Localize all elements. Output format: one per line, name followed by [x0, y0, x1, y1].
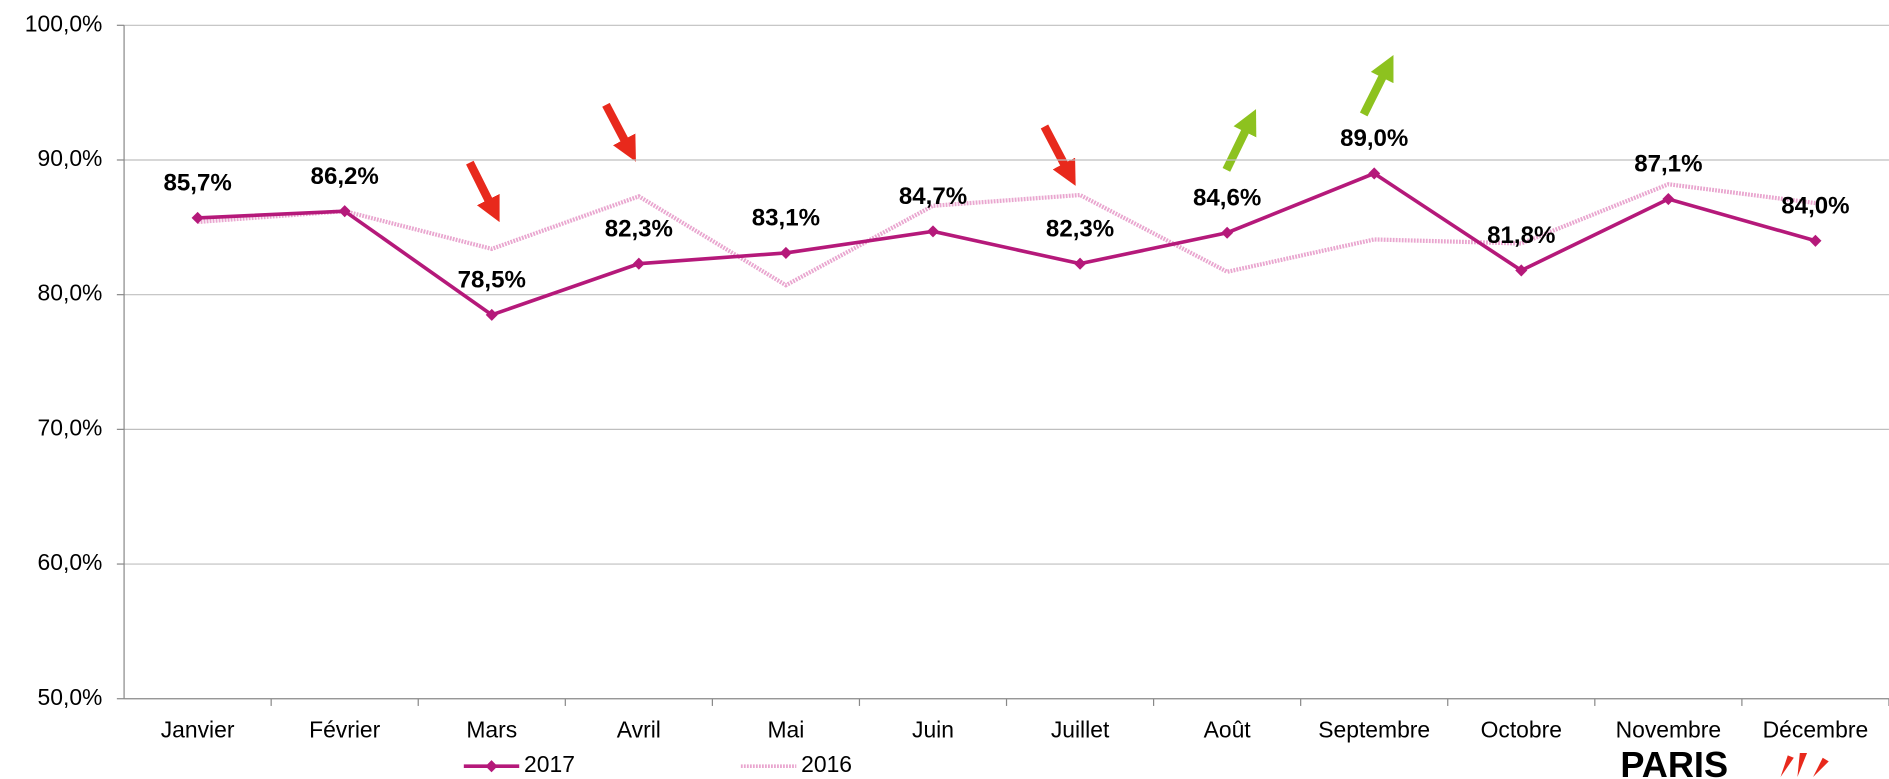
arrows — [466, 54, 1394, 223]
legend-label: 2016 — [801, 751, 852, 777]
data-label: 78,5% — [458, 267, 526, 294]
y-tick-label: 70,0% — [38, 414, 103, 440]
y-tick-label: 50,0% — [38, 684, 103, 710]
x-tick-label: Juin — [912, 716, 954, 742]
data-label: 89,0% — [1340, 125, 1408, 152]
point — [1515, 264, 1528, 277]
data-label: 82,3% — [605, 215, 673, 242]
legend-label: 2017 — [524, 751, 575, 777]
data-label: 84,6% — [1193, 184, 1261, 211]
data-label: 86,2% — [311, 163, 379, 190]
x-tick-label: Mars — [466, 716, 517, 742]
logo: PARIS — [1620, 744, 1728, 779]
point — [1809, 234, 1822, 247]
point — [191, 211, 204, 224]
point — [926, 225, 940, 238]
data-label: 81,8% — [1487, 222, 1555, 249]
legend-marker — [485, 760, 498, 773]
point — [1221, 226, 1234, 239]
x-tick-label: Avril — [617, 716, 661, 742]
x-tick-label: Juillet — [1051, 716, 1110, 742]
point — [1368, 167, 1381, 180]
x-tick-label: Août — [1204, 716, 1252, 742]
x-tick-label: Février — [309, 716, 381, 742]
point — [632, 257, 645, 270]
x-tick-label: Octobre — [1481, 716, 1562, 742]
down-arrow — [466, 160, 500, 223]
x-tick-label: Mai — [767, 716, 804, 742]
point — [1074, 257, 1087, 270]
y-tick-label: 100,0% — [25, 10, 103, 36]
down-arrow — [602, 102, 636, 162]
x-tick-label: Septembre — [1318, 716, 1430, 742]
x-tick-label: Décembre — [1763, 716, 1869, 742]
point — [485, 308, 498, 321]
x-tick-label: Novembre — [1616, 716, 1722, 742]
y-tick-label: 60,0% — [38, 549, 103, 575]
plot: PARIS 50,0% 60,0% 70,0% 80,0% 90,0% 100,0% Jan… — [25, 10, 1889, 779]
series-line — [197, 171, 1816, 317]
up-arrow — [1359, 54, 1394, 117]
up-arrow — [1222, 109, 1257, 172]
point — [1662, 193, 1675, 206]
x-tick-label: Janvier — [161, 716, 235, 742]
data-label: 82,3% — [1046, 215, 1114, 242]
data-label: 87,1% — [1634, 151, 1702, 178]
y-tick-label: 80,0% — [38, 280, 103, 306]
point — [779, 246, 792, 259]
down-arrow — [1040, 124, 1076, 186]
y-tick-label: 90,0% — [38, 145, 103, 171]
data-label: 83,1% — [752, 205, 820, 232]
data-label: 84,0% — [1781, 192, 1849, 219]
data-label: 84,7% — [899, 183, 967, 210]
point — [338, 205, 351, 218]
series-line — [197, 182, 1816, 288]
data-label: 85,7% — [163, 170, 231, 197]
logo-mark — [1780, 752, 1829, 778]
